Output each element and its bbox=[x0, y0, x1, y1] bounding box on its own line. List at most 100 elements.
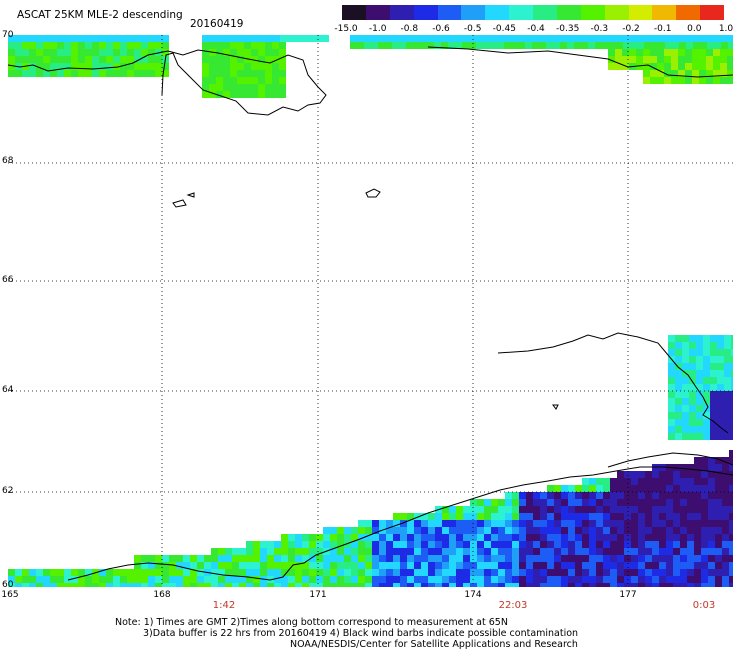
wind-cell bbox=[127, 49, 134, 56]
wind-cell bbox=[652, 548, 659, 555]
wind-cell bbox=[672, 35, 679, 42]
wind-cell bbox=[22, 70, 29, 77]
wind-cell bbox=[322, 35, 329, 42]
wind-cell bbox=[637, 35, 644, 42]
wind-cell bbox=[99, 583, 106, 587]
colorbar-label: -0.35 bbox=[556, 24, 580, 34]
wind-cell bbox=[519, 576, 526, 583]
wind-cell bbox=[680, 464, 687, 471]
wind-cell bbox=[636, 63, 643, 70]
wind-cell bbox=[225, 583, 232, 587]
wind-cell bbox=[694, 471, 701, 478]
wind-cell bbox=[8, 569, 15, 576]
wind-cell bbox=[316, 555, 323, 562]
wind-cell bbox=[223, 84, 230, 91]
wind-cell bbox=[547, 569, 554, 576]
wind-cell bbox=[668, 370, 675, 377]
wind-cell bbox=[689, 370, 696, 377]
wind-cell bbox=[365, 555, 372, 562]
wind-cell bbox=[596, 569, 603, 576]
wind-cell bbox=[596, 499, 603, 506]
wind-cell bbox=[540, 576, 547, 583]
wind-cell bbox=[686, 42, 693, 49]
wind-cell bbox=[428, 569, 435, 576]
wind-cell bbox=[218, 555, 225, 562]
wind-cell bbox=[372, 576, 379, 583]
wind-cell bbox=[295, 541, 302, 548]
wind-cell bbox=[414, 520, 421, 527]
wind-cell bbox=[420, 35, 427, 42]
wind-cell bbox=[71, 70, 78, 77]
coastline-alaska-north bbox=[427, 46, 733, 78]
wind-cell bbox=[491, 499, 498, 506]
wind-cell bbox=[134, 576, 141, 583]
wind-cell bbox=[617, 527, 624, 534]
wind-cell bbox=[729, 534, 733, 541]
wind-cell bbox=[428, 527, 435, 534]
wind-cell bbox=[470, 548, 477, 555]
wind-cell bbox=[265, 91, 272, 98]
wind-cell bbox=[652, 555, 659, 562]
wind-cell bbox=[526, 534, 533, 541]
wind-cell bbox=[351, 527, 358, 534]
wind-cell bbox=[43, 49, 50, 56]
wind-cell bbox=[251, 35, 258, 42]
wind-cell bbox=[617, 576, 624, 583]
wind-cell bbox=[8, 49, 15, 56]
wind-cell bbox=[15, 42, 22, 49]
wind-cell bbox=[202, 63, 209, 70]
wind-cell bbox=[155, 70, 162, 77]
wind-cell bbox=[85, 569, 92, 576]
wind-cell bbox=[692, 49, 699, 56]
wind-cell bbox=[141, 555, 148, 562]
wind-cell bbox=[281, 541, 288, 548]
wind-cell bbox=[190, 583, 197, 587]
wind-cell bbox=[609, 35, 616, 42]
wind-cell bbox=[8, 70, 15, 77]
wind-cell bbox=[539, 42, 546, 49]
wind-cell bbox=[638, 506, 645, 513]
wind-cell bbox=[694, 534, 701, 541]
wind-cell bbox=[120, 583, 127, 587]
wind-cell bbox=[427, 35, 434, 42]
wind-cell bbox=[449, 520, 456, 527]
wind-cell bbox=[567, 35, 574, 42]
wind-cell bbox=[715, 527, 722, 534]
wind-cell bbox=[561, 492, 568, 499]
wind-cell bbox=[246, 569, 253, 576]
wind-cell bbox=[722, 471, 729, 478]
wind-cell bbox=[643, 49, 650, 56]
wind-cell bbox=[696, 349, 703, 356]
wind-cell bbox=[400, 527, 407, 534]
wind-cell bbox=[668, 377, 675, 384]
wind-cell bbox=[350, 35, 357, 42]
wind-cell bbox=[682, 384, 689, 391]
wind-cell bbox=[211, 583, 218, 587]
wind-cell bbox=[731, 342, 733, 349]
wind-cell bbox=[666, 513, 673, 520]
wind-cell bbox=[358, 583, 365, 587]
wind-cell bbox=[449, 583, 456, 587]
wind-cell bbox=[400, 541, 407, 548]
wind-cell bbox=[512, 548, 519, 555]
wind-cell bbox=[682, 377, 689, 384]
wind-cell bbox=[623, 42, 630, 49]
wind-cell bbox=[463, 569, 470, 576]
wind-cell bbox=[120, 63, 127, 70]
wind-cell bbox=[64, 576, 71, 583]
wind-cell bbox=[288, 569, 295, 576]
wind-cell bbox=[162, 583, 169, 587]
wind-cell bbox=[729, 569, 733, 576]
wind-cell bbox=[176, 562, 183, 569]
wind-cell bbox=[694, 506, 701, 513]
wind-cell bbox=[547, 562, 554, 569]
wind-cell bbox=[71, 569, 78, 576]
wind-cell bbox=[141, 42, 148, 49]
wind-cell bbox=[258, 70, 265, 77]
wind-cell bbox=[610, 548, 617, 555]
wind-cell bbox=[692, 56, 699, 63]
wind-cell bbox=[727, 70, 733, 77]
wind-cell bbox=[710, 335, 717, 342]
wind-cell bbox=[680, 541, 687, 548]
wind-cell bbox=[624, 471, 631, 478]
